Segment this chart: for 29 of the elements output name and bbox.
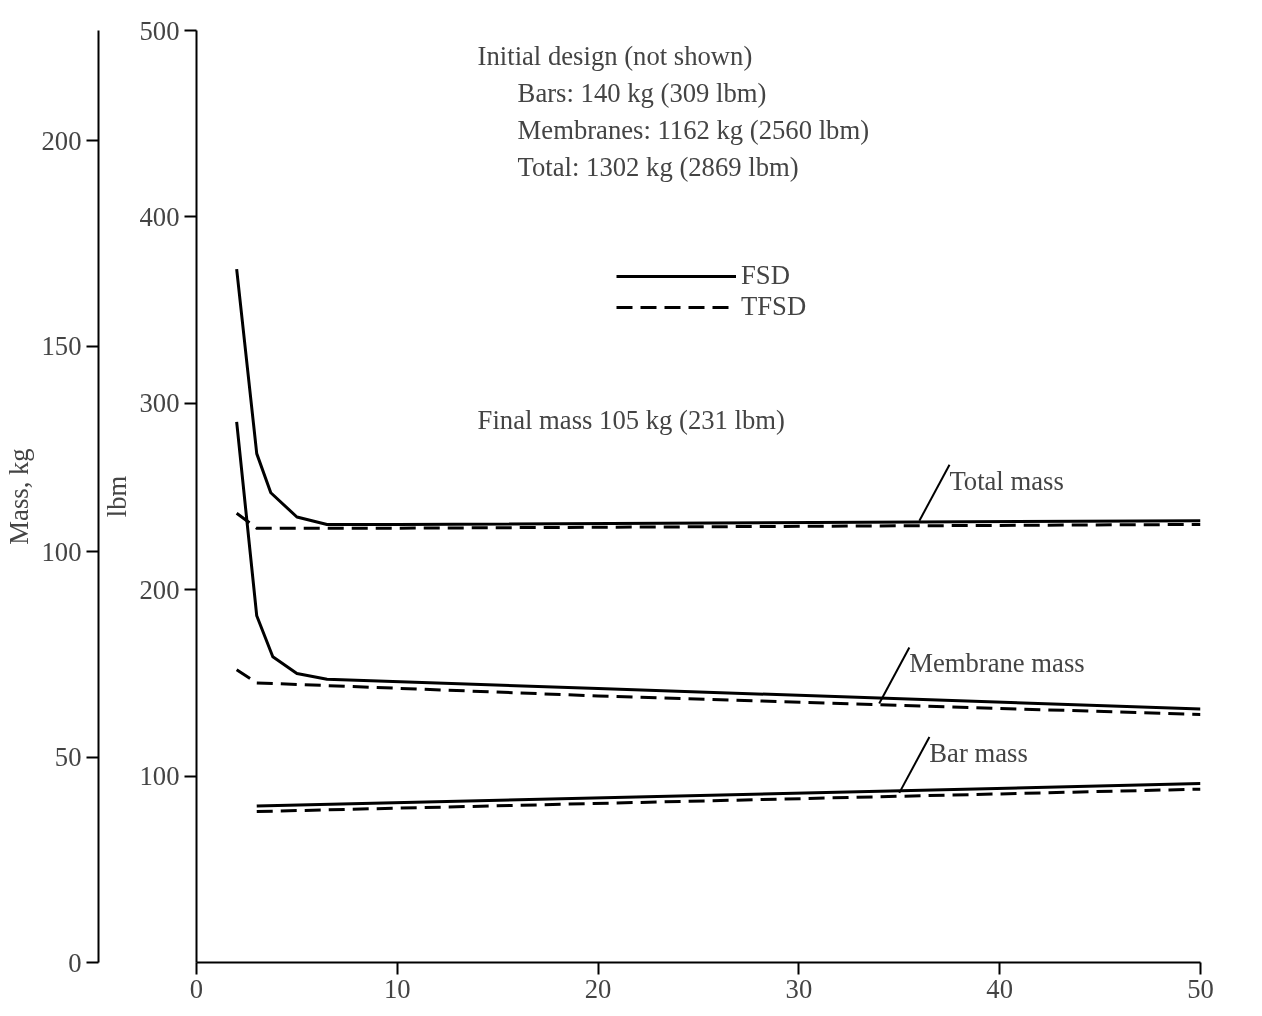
line-series	[235, 267, 1201, 526]
y2-tick-label: 50	[54, 742, 82, 773]
x-tick-label: 50	[1187, 973, 1214, 1004]
legend-label: FSD	[741, 260, 790, 291]
x-tick-label: 20	[584, 973, 612, 1004]
y2-tick-label: 200	[41, 125, 82, 156]
x-tick-label: 40	[986, 973, 1014, 1004]
annotation: Membranes: 1162 kg (2560 lbm)	[517, 115, 870, 146]
y2-tick-label: 150	[41, 331, 82, 362]
y-tick-label: 100	[139, 761, 180, 792]
x-tick-label: 30	[785, 973, 813, 1004]
annotation: Membrane mass	[909, 648, 1085, 679]
legend-label: TFSD	[741, 291, 807, 322]
annotation: Total: 1302 kg (2869 lbm)	[517, 152, 799, 183]
y-axis-title: lbm	[101, 475, 132, 518]
x-tick-label: 0	[189, 973, 204, 1004]
y-tick-label: 200	[139, 574, 180, 605]
annotation: Bar mass	[929, 737, 1028, 768]
y-tick-label: 300	[139, 388, 180, 419]
annotation: Total mass	[949, 465, 1064, 496]
annotation: Initial design (not shown)	[477, 40, 753, 71]
y2-axis-title: Mass, kg	[3, 448, 34, 545]
annotation: Bars: 140 kg (309 lbm)	[517, 77, 767, 108]
y2-tick-label: 100	[41, 536, 82, 567]
x-tick-label: 10	[383, 973, 411, 1004]
y2-tick-label: 0	[68, 947, 82, 978]
annotation: Final mass 105 kg (231 lbm)	[477, 404, 785, 435]
y-tick-label: 500	[139, 15, 180, 46]
y-tick-label: 400	[139, 201, 180, 232]
